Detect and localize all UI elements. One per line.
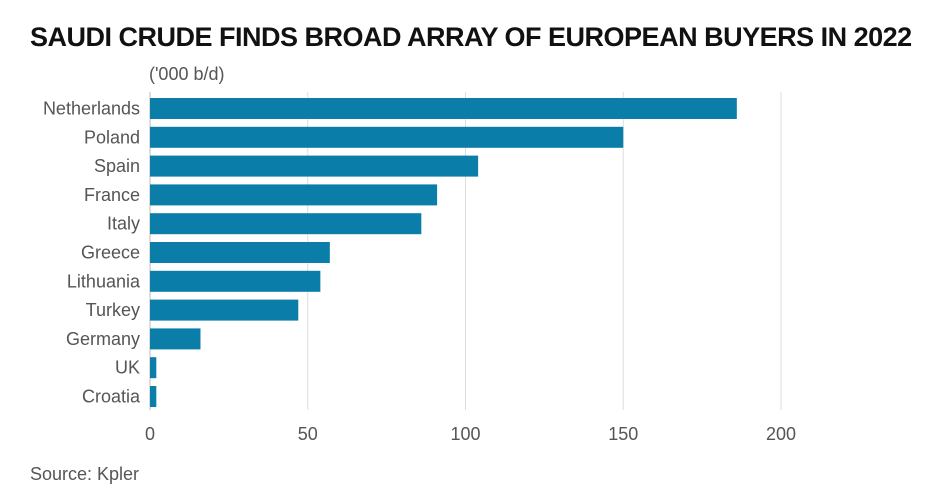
category-label: Netherlands <box>43 99 140 119</box>
category-label: UK <box>115 358 140 378</box>
bar-greece <box>150 242 330 263</box>
category-label: Spain <box>94 156 140 176</box>
category-label: Croatia <box>82 387 141 407</box>
bar-turkey <box>150 299 299 321</box>
x-tick-label: 100 <box>450 424 480 444</box>
x-tick-label: 0 <box>145 424 155 444</box>
bar-uk <box>150 357 157 379</box>
category-label: Italy <box>107 214 140 234</box>
bar-germany <box>150 328 201 350</box>
bars <box>150 98 737 407</box>
category-label: Poland <box>84 127 140 147</box>
category-label: Lithuania <box>67 271 141 291</box>
bar-spain <box>150 155 479 177</box>
category-labels: Netherlands Poland Spain France Italy Greece L… <box>43 99 141 407</box>
chart-title: SAUDI CRUDE FINDS BROAD ARRAY OF EUROPEA… <box>30 22 912 52</box>
x-tick-label: 50 <box>298 424 318 444</box>
bar-netherlands <box>150 98 737 119</box>
bar-italy <box>150 213 422 235</box>
x-tick-label: 200 <box>766 424 796 444</box>
unit-label: ('000 b/d) <box>149 64 225 84</box>
category-label: Germany <box>66 329 140 349</box>
bar-france <box>150 184 438 206</box>
category-label: France <box>84 185 140 205</box>
x-tick-label: 150 <box>608 424 638 444</box>
category-label: Turkey <box>86 300 140 320</box>
x-tick-labels: 0 50 100 150 200 <box>145 424 796 444</box>
bar-lithuania <box>150 270 321 292</box>
bar-poland <box>150 126 624 148</box>
source-note: Source: Kpler <box>30 464 140 484</box>
category-label: Greece <box>81 243 140 263</box>
bar-croatia <box>150 386 157 407</box>
